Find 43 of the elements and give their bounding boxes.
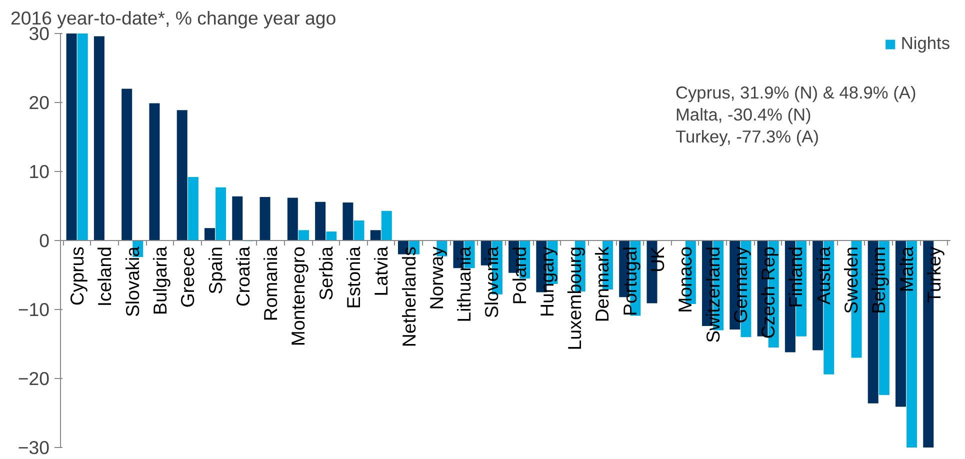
x-tick-label: Greece	[177, 246, 198, 308]
x-tick-label: Monaco	[674, 246, 696, 313]
x-tick-label: Montenegro	[288, 246, 309, 346]
legend-label: Nights	[900, 33, 950, 54]
x-tick-label: Norway	[426, 246, 447, 310]
x-tick-label: Turkey	[923, 246, 944, 303]
x-tick-label: Romania	[260, 246, 282, 322]
x-tick-label: Luxembourg	[564, 246, 586, 350]
x-tick-label: Serbia	[315, 246, 336, 300]
x-tick-label: Netherlands	[398, 246, 420, 348]
y-tick-label: −10	[18, 299, 50, 320]
x-tick-label: Croatia	[232, 246, 254, 307]
x-tick-label: Latvia	[370, 246, 392, 296]
x-tick-label: Iceland	[94, 246, 116, 307]
y-tick-label: −30	[18, 437, 50, 458]
x-tick-label: Malta	[896, 246, 917, 292]
x-tick-label: Poland	[508, 246, 530, 305]
x-tick-label: Bulgaria	[150, 246, 171, 315]
x-tick-label: Czech Rep	[758, 246, 779, 339]
x-tick-label: Portugal	[619, 246, 640, 316]
y-tick-label: 0	[39, 230, 50, 251]
x-tick-label: Slovakia	[122, 246, 143, 318]
annotation: Cyprus, 31.9% (N) & 48.9% (A)	[676, 82, 916, 102]
x-tick-label: Slovenia	[481, 246, 502, 318]
x-tick-label: Cyprus	[66, 246, 88, 306]
y-tick-label: 20	[28, 92, 50, 113]
annotation: Malta, -30.4% (N)	[676, 104, 812, 124]
x-tick-label: Switzerland	[702, 246, 724, 343]
y-tick-label: −20	[18, 368, 50, 389]
annotation: Turkey, -77.3% (A)	[676, 126, 819, 146]
x-tick-label: Denmark	[592, 246, 613, 322]
x-tick-label: Germany	[730, 246, 751, 324]
x-tick-label: Spain	[204, 246, 226, 294]
x-tick-label: Finland	[785, 246, 806, 308]
chart-title: 2016 year-to-date*, % change year ago	[10, 8, 336, 28]
x-tick-label: Lithuania	[454, 246, 475, 322]
x-tick-label: UK	[647, 246, 668, 272]
x-tick-label: Sweden	[840, 246, 862, 314]
x-tick-label: Belgium	[868, 246, 890, 314]
x-tick-label: Hungary	[536, 246, 558, 318]
y-tick-label: 10	[28, 161, 50, 182]
x-tick-label: Estonia	[342, 246, 364, 309]
x-tick-label: Austria	[812, 246, 834, 305]
